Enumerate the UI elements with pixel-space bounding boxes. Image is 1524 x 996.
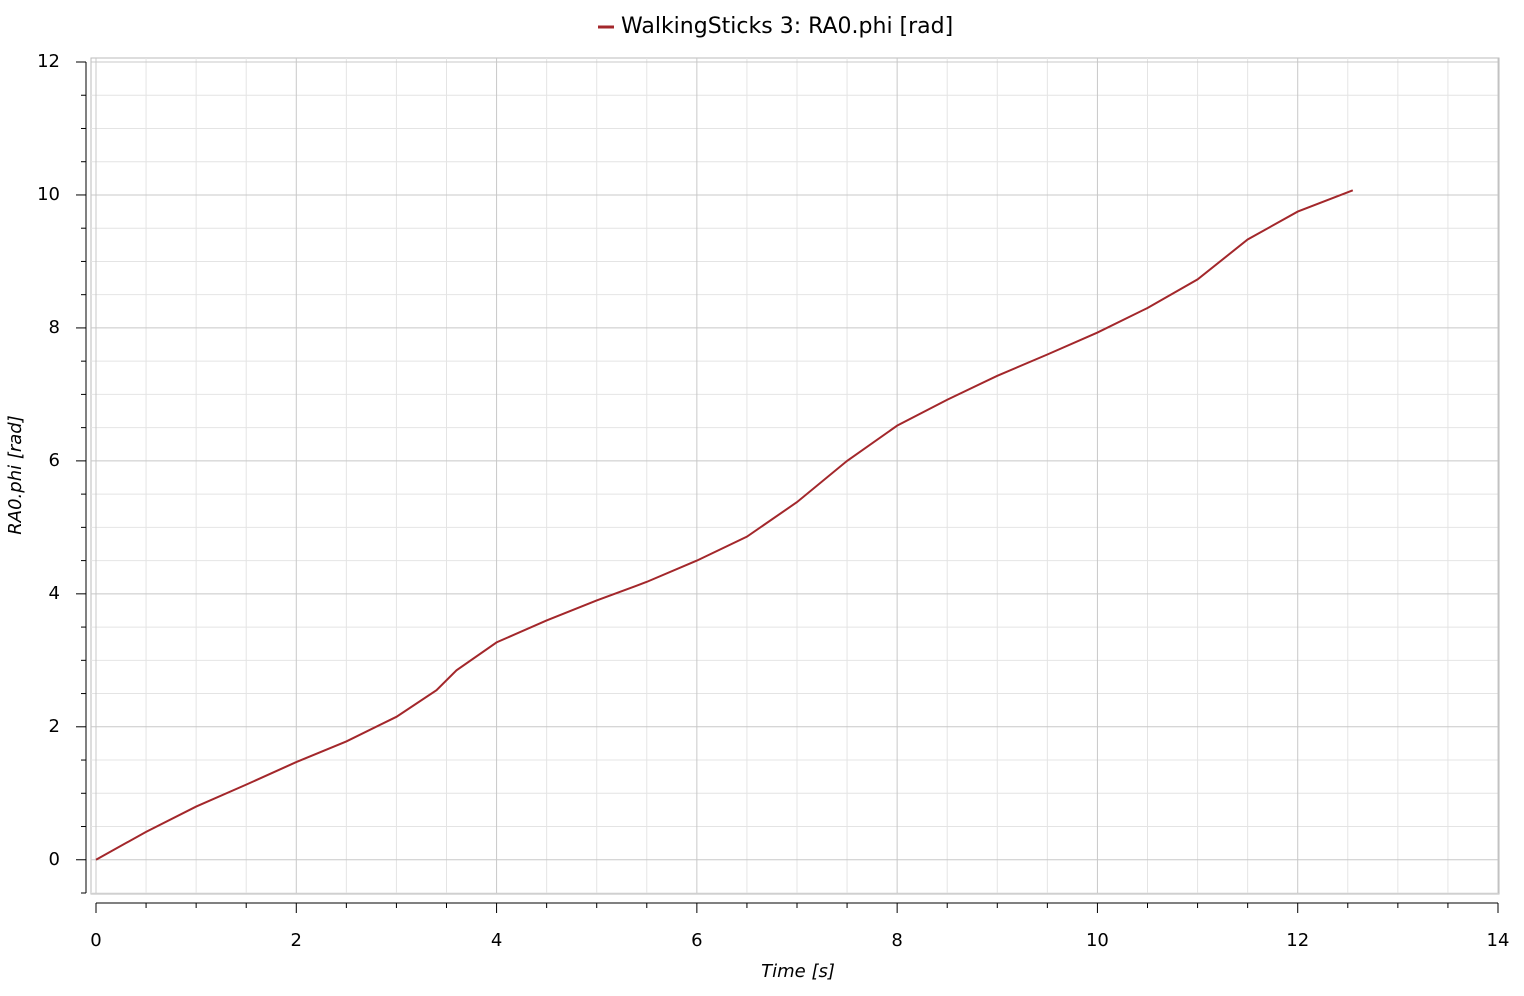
x-tick-label: 12 [1286,930,1309,951]
x-tick-label: 8 [891,930,902,951]
y-tick-label: 8 [49,317,60,338]
x-tick-label: 0 [90,930,101,951]
y-axis-label: RA0.phi [rad] [5,415,26,534]
x-tick-label: 4 [491,930,502,951]
y-tick-label: 12 [37,51,60,72]
y-tick-label: 2 [49,716,60,737]
y-tick-label: 10 [37,184,60,205]
x-axis-label: Time [s] [761,961,835,982]
legend-label: WalkingSticks 3: RA0.phi [rad] [621,14,953,39]
x-tick-label: 14 [1487,930,1510,951]
y-tick-label: 0 [49,849,60,870]
x-tick-label: 10 [1086,930,1109,951]
y-tick-label: 6 [49,450,60,471]
x-tick-label: 6 [691,930,702,951]
plot-frame [90,57,1500,895]
y-tick-label: 4 [49,583,60,604]
x-tick-label: 2 [291,930,302,951]
line-series [95,189,1354,861]
